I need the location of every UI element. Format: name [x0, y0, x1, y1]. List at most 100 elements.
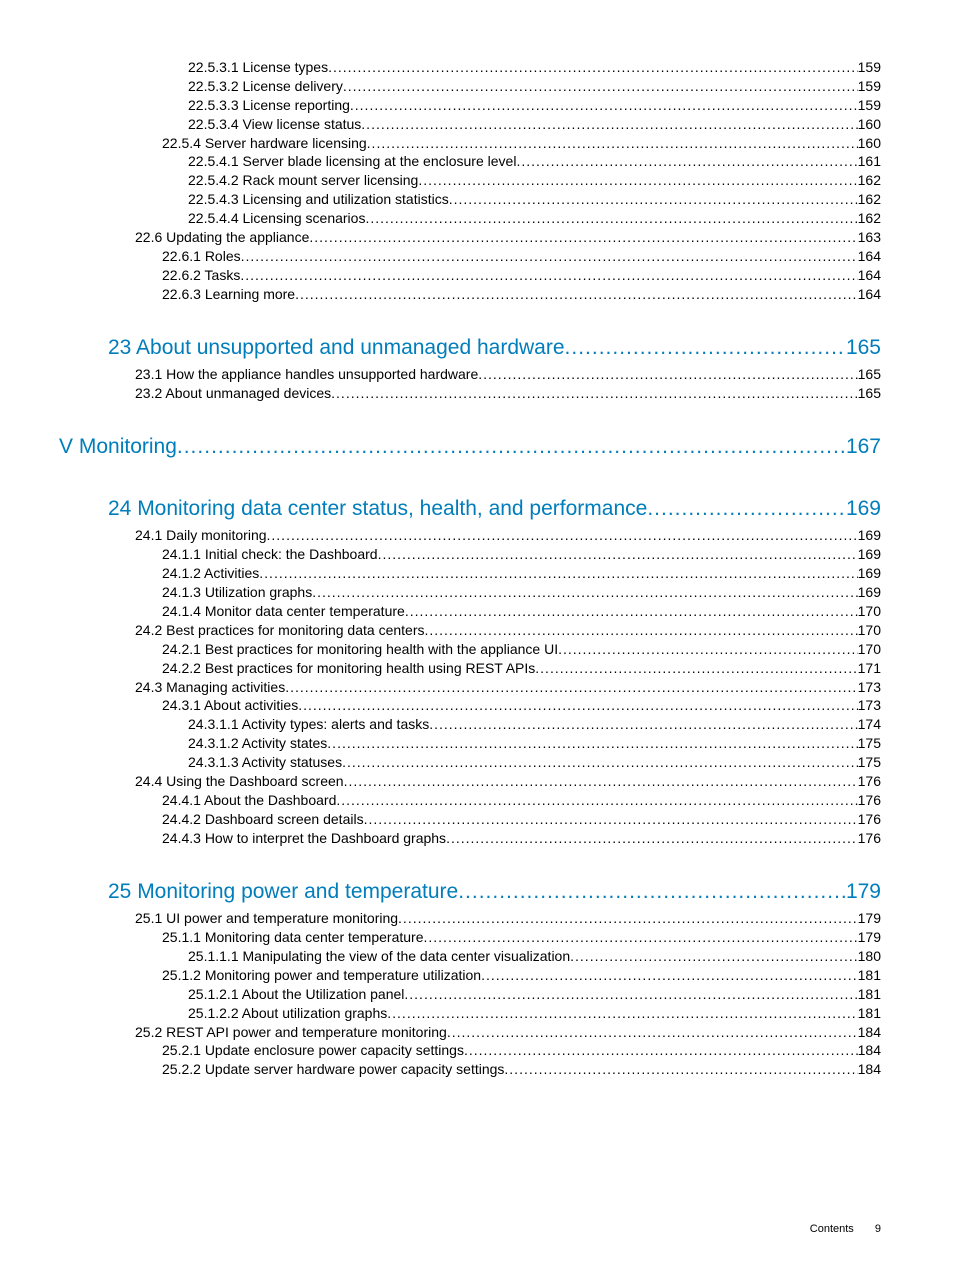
- toc-page: 164: [858, 285, 881, 304]
- toc-entry: 24.1.2 Activities.......................…: [59, 564, 881, 583]
- toc-title: 24.3.1 About activities: [162, 696, 298, 715]
- toc-leader-dots: ........................................…: [295, 285, 858, 304]
- toc-page: 176: [858, 791, 881, 810]
- toc-page: 160: [858, 115, 881, 134]
- toc-title: 24.1.1 Initial check: the Dashboard: [162, 545, 378, 564]
- toc-title: 25.2.1 Update enclosure power capacity s…: [162, 1041, 464, 1060]
- toc-title: 22.5.3.3 License reporting: [188, 96, 350, 115]
- toc-entry: 22.6.1 Roles............................…: [59, 247, 881, 266]
- toc-leader-dots: ........................................…: [458, 874, 846, 910]
- toc-entry: 24.4.3 How to interpret the Dashboard gr…: [59, 829, 881, 848]
- toc-page: 169: [846, 491, 881, 527]
- toc-leader-dots: ........................................…: [240, 266, 857, 285]
- toc-entry: 22.5.4.1 Server blade licensing at the e…: [59, 152, 881, 171]
- toc-title: 24.4 Using the Dashboard screen: [135, 772, 344, 791]
- toc-leader-dots: ........................................…: [447, 1023, 858, 1042]
- toc-leader-dots: ........................................…: [565, 330, 846, 366]
- toc-entry[interactable]: 23 About unsupported and unmanaged hardw…: [59, 330, 881, 366]
- toc-title: 24.3 Managing activities: [135, 678, 285, 697]
- toc-title: 25.1.2.1 About the Utilization panel: [188, 985, 404, 1004]
- section-gap: [59, 465, 881, 491]
- toc-entry: 24.4.2 Dashboard screen details.........…: [59, 810, 881, 829]
- toc-entry: 24.4.1 About the Dashboard..............…: [59, 791, 881, 810]
- toc-page: 169: [858, 583, 881, 602]
- toc-leader-dots: ........................................…: [570, 947, 858, 966]
- toc-title: 25.2.2 Update server hardware power capa…: [162, 1060, 504, 1079]
- toc-page: 181: [858, 985, 881, 1004]
- toc-entry: 24.3.1.2 Activity states................…: [59, 734, 881, 753]
- toc-leader-dots: ........................................…: [312, 583, 857, 602]
- toc-title: 24.3.1.2 Activity states: [188, 734, 327, 753]
- toc-entry: 25.2.2 Update server hardware power capa…: [59, 1060, 881, 1079]
- toc-page: 181: [858, 966, 881, 985]
- toc-title: 25.1.1 Monitoring data center temperatur…: [162, 928, 424, 947]
- toc-title: 25.1.2 Monitoring power and temperature …: [162, 966, 481, 985]
- toc-title: 24.1 Daily monitoring: [135, 526, 267, 545]
- toc-title: 24.4.1 About the Dashboard: [162, 791, 336, 810]
- toc-leader-dots: ........................................…: [424, 621, 857, 640]
- toc-leader-dots: ........................................…: [342, 753, 858, 772]
- toc-page: 184: [858, 1041, 881, 1060]
- toc-page: 173: [858, 678, 881, 697]
- toc-leader-dots: ........................................…: [309, 228, 857, 247]
- toc-page: 163: [858, 228, 881, 247]
- toc-title: 25.2 REST API power and temperature moni…: [135, 1023, 447, 1042]
- toc-page: 161: [858, 152, 881, 171]
- toc-leader-dots: ........................................…: [267, 526, 858, 545]
- toc-leader-dots: ........................................…: [378, 545, 858, 564]
- toc-page: 169: [858, 526, 881, 545]
- toc-title: 24.3.1.1 Activity types: alerts and task…: [188, 715, 429, 734]
- toc-leader-dots: ........................................…: [343, 77, 858, 96]
- toc-page: 170: [858, 602, 881, 621]
- toc-entry[interactable]: 25 Monitoring power and temperature.....…: [59, 874, 881, 910]
- toc-entry: 24.4 Using the Dashboard screen.........…: [59, 772, 881, 791]
- toc-leader-dots: ........................................…: [647, 491, 846, 527]
- toc-title: 25.1.1.1 Manipulating the view of the da…: [188, 947, 570, 966]
- toc-title: 24.1.3 Utilization graphs: [162, 583, 312, 602]
- toc-entry: 22.5.3.4 View license status............…: [59, 115, 881, 134]
- toc-leader-dots: ........................................…: [350, 96, 858, 115]
- toc-title: 23.2 About unmanaged devices: [135, 384, 331, 403]
- toc-entry: 24.2 Best practices for monitoring data …: [59, 621, 881, 640]
- toc-title: 25.1 UI power and temperature monitoring: [135, 909, 398, 928]
- toc-leader-dots: ........................................…: [464, 1041, 858, 1060]
- toc-entry: 24.1.3 Utilization graphs...............…: [59, 583, 881, 602]
- toc-entry: 24.2.1 Best practices for monitoring hea…: [59, 640, 881, 659]
- toc-entry: 24.1.4 Monitor data center temperature..…: [59, 602, 881, 621]
- toc-entry: 25.1 UI power and temperature monitoring…: [59, 909, 881, 928]
- toc-entry: 22.5.3.1 License types..................…: [59, 58, 881, 77]
- toc-leader-dots: ........................................…: [285, 678, 857, 697]
- toc-entry: 22.5.4 Server hardware licensing........…: [59, 134, 881, 153]
- toc-leader-dots: ........................................…: [298, 696, 857, 715]
- toc-entry: 24.3.1.1 Activity types: alerts and task…: [59, 715, 881, 734]
- toc-entry: 22.6.2 Tasks............................…: [59, 266, 881, 285]
- toc-leader-dots: ........................................…: [327, 734, 857, 753]
- toc-leader-dots: ........................................…: [481, 966, 858, 985]
- toc-page: 170: [858, 621, 881, 640]
- toc-entry[interactable]: 24 Monitoring data center status, health…: [59, 491, 881, 527]
- toc-title: 22.5.3.2 License delivery: [188, 77, 343, 96]
- toc-page: 175: [858, 734, 881, 753]
- toc-page: 159: [858, 77, 881, 96]
- toc-leader-dots: ........................................…: [424, 928, 858, 947]
- toc-entry: 25.1.1.1 Manipulating the view of the da…: [59, 947, 881, 966]
- toc-entry: 22.5.4.4 Licensing scenarios............…: [59, 209, 881, 228]
- toc-title: 23.1 How the appliance handles unsupport…: [135, 365, 478, 384]
- footer-page: 9: [875, 1223, 881, 1235]
- toc-page: 159: [858, 96, 881, 115]
- section-gap: [59, 304, 881, 330]
- toc-page: 159: [858, 58, 881, 77]
- toc-leader-dots: ........................................…: [177, 429, 846, 465]
- toc-entry: 24.3.1.3 Activity statuses..............…: [59, 753, 881, 772]
- toc-title: 22.6.3 Learning more: [162, 285, 295, 304]
- toc-title: 22.5.4.1 Server blade licensing at the e…: [188, 152, 516, 171]
- toc-page: 170: [858, 640, 881, 659]
- toc-page: 169: [858, 545, 881, 564]
- toc-page: 176: [858, 772, 881, 791]
- toc-title: 22.5.4.4 Licensing scenarios: [188, 209, 365, 228]
- toc-leader-dots: ........................................…: [344, 772, 858, 791]
- toc-page: 179: [846, 874, 881, 910]
- toc-entry: 22.5.3.2 License delivery...............…: [59, 77, 881, 96]
- toc-entry[interactable]: V Monitoring............................…: [59, 429, 881, 465]
- toc-leader-dots: ........................................…: [365, 209, 857, 228]
